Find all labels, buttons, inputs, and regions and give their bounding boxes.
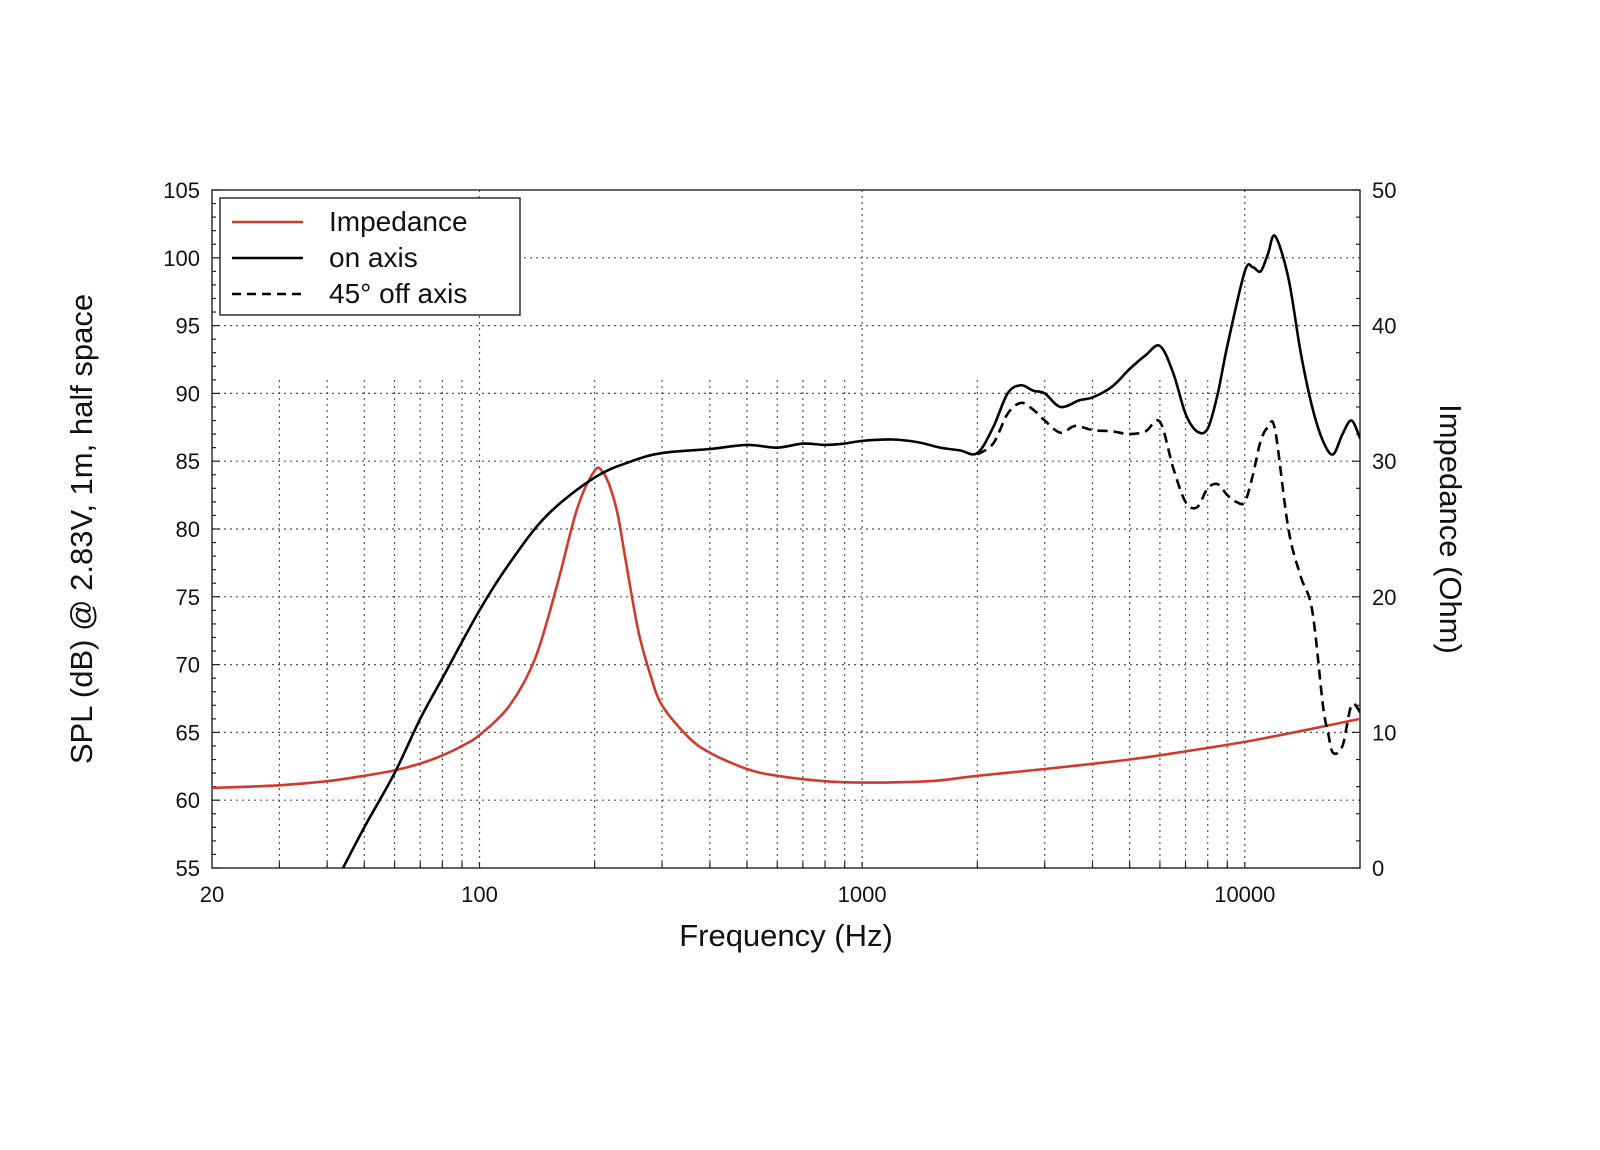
legend: Impedance on axis 45° off axis xyxy=(219,197,521,316)
x-tick-label: 100 xyxy=(461,882,498,907)
left-tick-label: 100 xyxy=(163,246,200,271)
left-tick-label: 85 xyxy=(176,449,200,474)
left-tick-label: 55 xyxy=(176,856,200,881)
left-tick-label: 80 xyxy=(176,517,200,542)
series-line-on-axis xyxy=(341,234,1360,868)
series-line-impedance xyxy=(212,466,1360,790)
left-tick-label: 105 xyxy=(163,178,200,203)
legend-label-on-axis: on axis xyxy=(329,242,418,273)
x-tick-label: 10000 xyxy=(1214,882,1275,907)
right-tick-label: 30 xyxy=(1372,449,1396,474)
right-tick-label: 0 xyxy=(1372,856,1384,881)
x-tick-label: 20 xyxy=(200,882,224,907)
x-axis-title: Frequency (Hz) xyxy=(679,918,893,953)
left-tick-labels: 55 60 65 70 75 80 85 90 95 100 105 xyxy=(163,178,200,881)
left-tick-label: 95 xyxy=(176,314,200,339)
y-axis-left-title: SPL (dB) @ 2.83V, 1m, half space xyxy=(64,294,99,764)
left-tick-label: 60 xyxy=(176,788,200,813)
left-tick-label: 65 xyxy=(176,720,200,745)
right-tick-label: 10 xyxy=(1372,720,1396,745)
series-line-off-axis xyxy=(976,401,1360,756)
x-tick-labels: 20 100 1000 10000 xyxy=(200,882,1276,907)
right-tick-labels: 0 10 20 30 40 50 xyxy=(1372,178,1396,881)
legend-box xyxy=(219,197,521,316)
right-tick-label: 20 xyxy=(1372,585,1396,610)
left-tick-label: 75 xyxy=(176,585,200,610)
right-tick-label: 50 xyxy=(1372,178,1396,203)
left-tick-label: 90 xyxy=(176,381,200,406)
ticks xyxy=(212,189,1360,869)
right-tick-label: 40 xyxy=(1372,314,1396,339)
legend-label-impedance: Impedance xyxy=(329,206,468,237)
series xyxy=(212,234,1360,868)
y-axis-right-title: Impedance (Ohm) xyxy=(1433,404,1468,654)
legend-label-off-axis: 45° off axis xyxy=(329,278,467,309)
x-tick-label: 1000 xyxy=(838,882,887,907)
grid xyxy=(212,190,1360,868)
left-tick-label: 70 xyxy=(176,653,200,678)
